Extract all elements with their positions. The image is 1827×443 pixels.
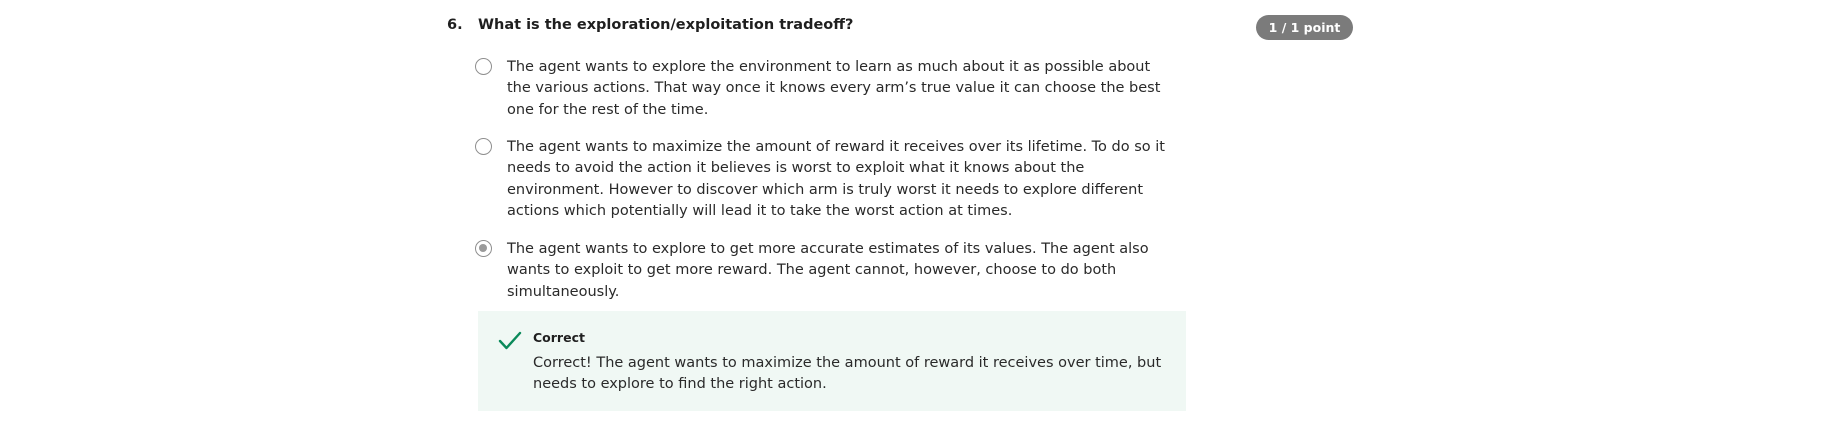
answer-option-label: The agent wants to maximize the amount o… <box>507 139 1165 219</box>
score-badge: 1 / 1 point <box>1256 15 1353 40</box>
question-title: What is the exploration/exploitation tra… <box>478 17 854 33</box>
feedback-title: Correct <box>533 330 585 345</box>
radio-button[interactable] <box>475 58 492 75</box>
answer-option-label: The agent wants to explore to get more a… <box>507 241 1149 300</box>
feedback-text: Correct! The agent wants to maximize the… <box>533 355 1162 393</box>
answer-option-label: The agent wants to explore the environme… <box>507 59 1161 118</box>
feedback-panel: Correct Correct! The agent wants to maxi… <box>478 311 1186 411</box>
check-icon <box>498 330 522 352</box>
question-number: 6. <box>447 17 463 33</box>
radio-button[interactable] <box>475 138 492 155</box>
radio-button-selected[interactable] <box>475 240 492 257</box>
